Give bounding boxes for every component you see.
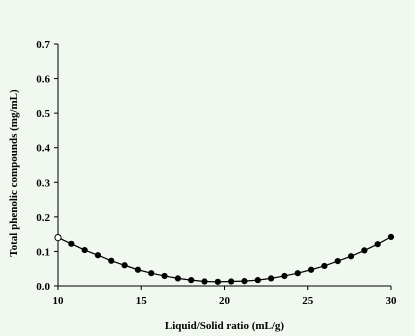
data-point [281, 272, 288, 280]
data-point [361, 247, 368, 254]
x-axis-title: Liquid/Solid ratio (mL/g) [165, 320, 285, 332]
y-tick-label: 0.7 [36, 39, 50, 51]
y-tick-label: 0.3 [36, 177, 50, 189]
data-point [228, 278, 235, 285]
data-point [294, 270, 301, 277]
y-tick-label: 0.1 [36, 246, 50, 258]
x-tick-label: 10 [53, 295, 65, 307]
data-point-open [54, 234, 62, 242]
data-point [387, 233, 395, 241]
y-tick-label: 0.6 [36, 74, 50, 86]
data-point [321, 262, 328, 270]
data-point [161, 272, 168, 280]
x-tick-label: 30 [386, 295, 398, 307]
data-point [174, 275, 181, 282]
y-axis-title: Total phenolic compounds (mg/mL) [8, 89, 20, 257]
y-tick-label: 0.2 [36, 212, 50, 224]
data-point [81, 246, 88, 254]
data-point [148, 270, 155, 277]
x-axis-ticks: 10 15 20 25 30 [53, 286, 398, 307]
y-tick-label: 0.0 [36, 281, 50, 293]
data-point [188, 277, 195, 284]
y-tick-label: 0.4 [36, 143, 50, 155]
x-tick-label: 15 [136, 295, 148, 307]
data-point [94, 252, 102, 259]
data-point [108, 257, 115, 264]
data-point [307, 266, 315, 273]
data-point [347, 253, 355, 260]
y-tick-label: 0.5 [36, 108, 50, 120]
data-point [254, 277, 261, 284]
data-point [334, 258, 341, 265]
x-tick-label: 25 [302, 295, 314, 307]
data-point [134, 266, 142, 273]
series-line [57, 236, 392, 283]
x-tick-label: 20 [219, 295, 231, 307]
data-point [201, 278, 208, 285]
data-point [68, 240, 75, 247]
series-markers [54, 233, 395, 285]
data-point [121, 262, 128, 269]
y-axis-ticks: 0.0 0.1 0.2 0.3 0.4 0.5 0.6 0.7 [36, 39, 58, 293]
data-point [214, 278, 221, 285]
axes [57, 44, 391, 287]
data-point [241, 278, 248, 285]
data-point [374, 241, 381, 248]
data-point [268, 275, 275, 282]
